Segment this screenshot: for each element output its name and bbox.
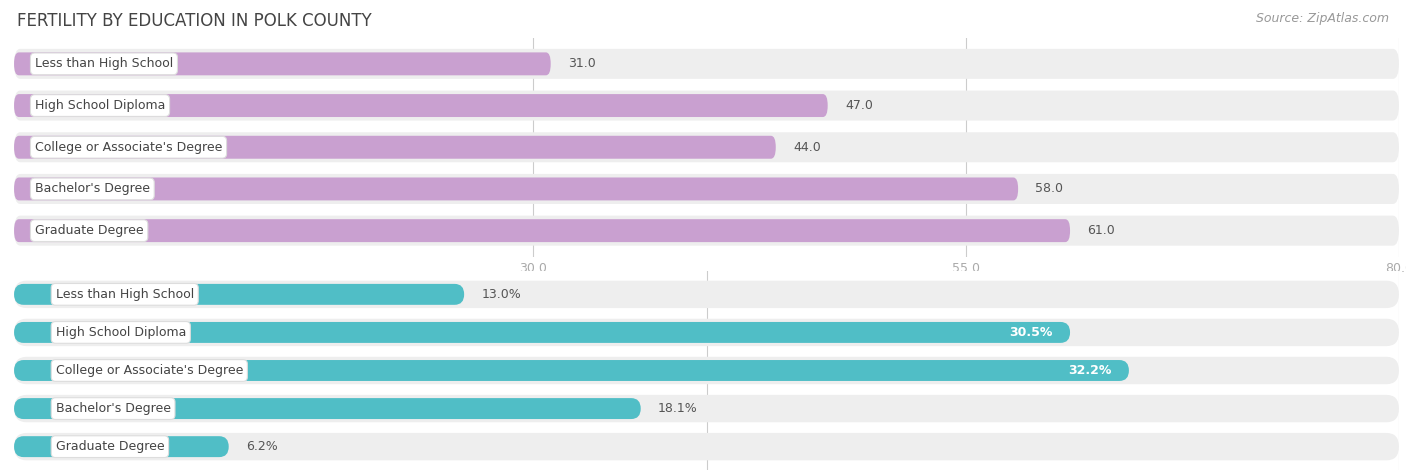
FancyBboxPatch shape bbox=[14, 360, 1129, 381]
Text: College or Associate's Degree: College or Associate's Degree bbox=[56, 364, 243, 377]
Text: Bachelor's Degree: Bachelor's Degree bbox=[56, 402, 170, 415]
FancyBboxPatch shape bbox=[14, 178, 1018, 200]
Text: 31.0: 31.0 bbox=[568, 57, 596, 70]
Text: 32.2%: 32.2% bbox=[1069, 364, 1112, 377]
Text: College or Associate's Degree: College or Associate's Degree bbox=[35, 141, 222, 154]
FancyBboxPatch shape bbox=[14, 357, 1399, 384]
Text: 61.0: 61.0 bbox=[1087, 224, 1115, 237]
FancyBboxPatch shape bbox=[14, 281, 1399, 308]
FancyBboxPatch shape bbox=[14, 433, 1399, 460]
Text: Graduate Degree: Graduate Degree bbox=[35, 224, 143, 237]
Text: 47.0: 47.0 bbox=[845, 99, 873, 112]
Text: Less than High School: Less than High School bbox=[35, 57, 173, 70]
FancyBboxPatch shape bbox=[14, 319, 1399, 346]
FancyBboxPatch shape bbox=[14, 52, 551, 76]
FancyBboxPatch shape bbox=[14, 132, 1399, 162]
Text: 58.0: 58.0 bbox=[1035, 182, 1063, 195]
FancyBboxPatch shape bbox=[14, 436, 229, 457]
FancyBboxPatch shape bbox=[14, 174, 1399, 204]
FancyBboxPatch shape bbox=[14, 398, 641, 419]
Text: 13.0%: 13.0% bbox=[481, 288, 522, 301]
FancyBboxPatch shape bbox=[14, 49, 1399, 79]
Text: 18.1%: 18.1% bbox=[658, 402, 697, 415]
Text: Less than High School: Less than High School bbox=[56, 288, 194, 301]
FancyBboxPatch shape bbox=[14, 219, 1070, 242]
FancyBboxPatch shape bbox=[14, 216, 1399, 246]
FancyBboxPatch shape bbox=[14, 322, 1070, 343]
Text: FERTILITY BY EDUCATION IN POLK COUNTY: FERTILITY BY EDUCATION IN POLK COUNTY bbox=[17, 12, 371, 30]
Text: 30.5%: 30.5% bbox=[1010, 326, 1053, 339]
FancyBboxPatch shape bbox=[14, 91, 1399, 121]
FancyBboxPatch shape bbox=[14, 94, 828, 117]
Text: High School Diploma: High School Diploma bbox=[35, 99, 166, 112]
Text: Source: ZipAtlas.com: Source: ZipAtlas.com bbox=[1256, 12, 1389, 25]
Text: 44.0: 44.0 bbox=[793, 141, 821, 154]
FancyBboxPatch shape bbox=[14, 395, 1399, 422]
FancyBboxPatch shape bbox=[14, 136, 776, 159]
Text: High School Diploma: High School Diploma bbox=[56, 326, 186, 339]
Text: Graduate Degree: Graduate Degree bbox=[56, 440, 165, 453]
Text: Bachelor's Degree: Bachelor's Degree bbox=[35, 182, 150, 195]
Text: 6.2%: 6.2% bbox=[246, 440, 278, 453]
FancyBboxPatch shape bbox=[14, 284, 464, 305]
